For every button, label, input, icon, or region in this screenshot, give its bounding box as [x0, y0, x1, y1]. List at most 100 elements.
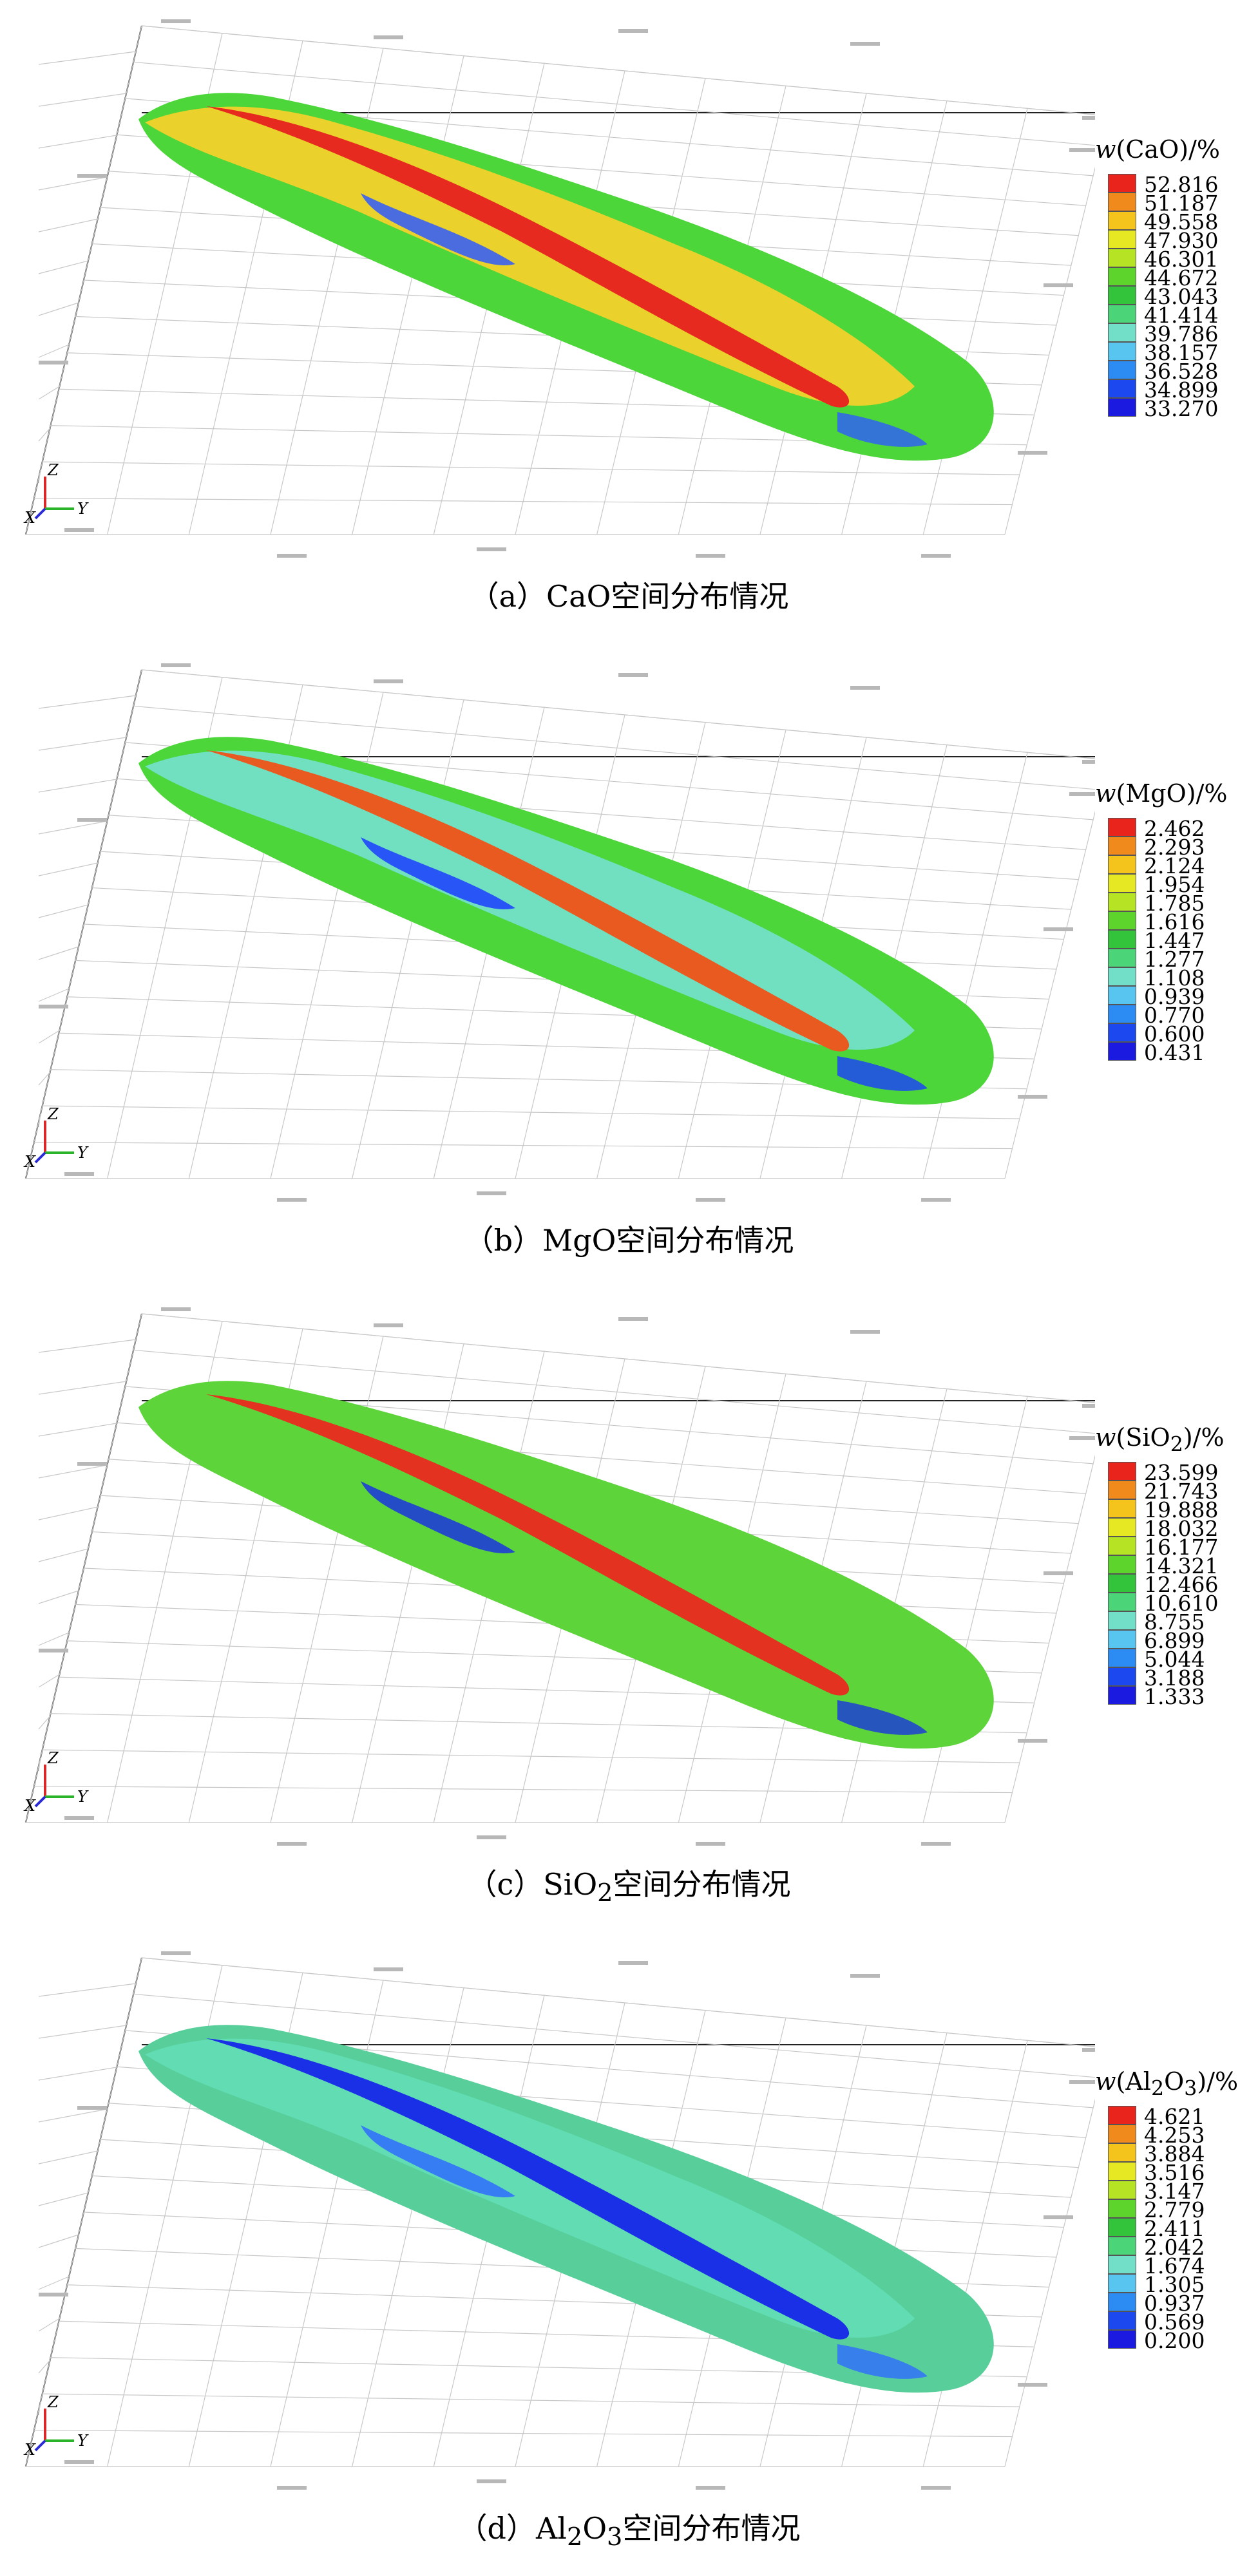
legend-swatch [1108, 2162, 1136, 2181]
axis-label-y: Y [77, 500, 89, 518]
legend-tick-label: 0.939 [1144, 984, 1205, 1009]
legend-tick-label: 2.124 [1144, 853, 1205, 878]
legend-tick-label: 1.674 [1144, 2253, 1205, 2278]
legend-title: w(SiO2)/% [1095, 1423, 1225, 1457]
legend-tick-label: 0.200 [1144, 2328, 1205, 2353]
model-view-c: Z Y X [23, 1307, 1095, 1846]
legend-tick-label: 43.043 [1144, 284, 1219, 309]
legend-swatch [1108, 1537, 1136, 1555]
legend-tick-label: 0.431 [1144, 1040, 1205, 1065]
legend-swatch [1108, 1518, 1136, 1537]
legend-swatch [1108, 855, 1136, 874]
legend-swatch [1108, 1499, 1136, 1518]
caption-d: （d）Al2O3空间分布情况 [457, 2511, 801, 2552]
legend-swatch [1108, 818, 1136, 837]
model-view-a: Z Y X [23, 19, 1095, 558]
legend-swatch [1108, 398, 1136, 417]
legend-title: w(CaO)/% [1095, 135, 1220, 164]
ore-body [138, 1381, 994, 1749]
legend-swatch [1108, 893, 1136, 911]
legend-tick-label: 0.937 [1144, 2291, 1205, 2316]
model-view-b: Z Y X [23, 663, 1095, 1202]
axis-label-y: Y [77, 1144, 89, 1162]
legend-tick-label: 1.954 [1144, 872, 1205, 897]
axis-label-z: Z [47, 1105, 59, 1123]
legend-tick-label: 5.044 [1144, 1647, 1205, 1672]
caption-b: （b）MgO空间分布情况 [464, 1223, 794, 1258]
legend-tick-label: 3.147 [1144, 2179, 1205, 2204]
axis-label-y: Y [77, 2432, 89, 2450]
legend-swatch [1108, 1630, 1136, 1649]
legend-swatch [1108, 379, 1136, 398]
legend-tick-label: 44.672 [1144, 265, 1219, 290]
legend-swatch [1108, 1667, 1136, 1686]
axis-label-x: X [23, 2441, 36, 2459]
legend-tick-label: 36.528 [1144, 359, 1219, 384]
axis-label-x: X [23, 1153, 36, 1171]
axis-triad: Z Y X [23, 2393, 89, 2459]
model-view-d: Z Y X [23, 1951, 1095, 2490]
legend-tick-label: 2.411 [1144, 2216, 1205, 2241]
legend-tick-label: 0.600 [1144, 1021, 1205, 1046]
axis-triad: Z Y X [23, 461, 89, 527]
legend-tick-label: 16.177 [1144, 1535, 1219, 1560]
legend-swatch [1108, 342, 1136, 361]
legend-tick-label: 18.032 [1144, 1516, 1219, 1541]
legend-swatch [1108, 1686, 1136, 1705]
axis-label-z: Z [47, 461, 59, 479]
legend-title: w(MgO)/% [1095, 779, 1228, 808]
legend-tick-label: 39.786 [1144, 321, 1219, 346]
axis-label-x: X [23, 1797, 36, 1815]
legend-tick-label: 38.157 [1144, 340, 1219, 365]
legend-tick-label: 21.743 [1144, 1479, 1219, 1504]
legend-tick-label: 12.466 [1144, 1572, 1219, 1597]
legend-swatch [1108, 1042, 1136, 1061]
legend-swatch [1108, 1611, 1136, 1630]
legend-swatch [1108, 1555, 1136, 1574]
legend-swatch [1108, 1574, 1136, 1593]
legend-swatch [1108, 1462, 1136, 1481]
legend-tick-label: 2.779 [1144, 2197, 1205, 2222]
legend-swatch [1108, 1481, 1136, 1499]
legend-tick-label: 52.816 [1144, 172, 1219, 197]
legend-swatch [1108, 2125, 1136, 2143]
legend-tick-label: 2.042 [1144, 2235, 1205, 2260]
legend-tick-label: 1.616 [1144, 909, 1205, 934]
legend-tick-label: 10.610 [1144, 1591, 1219, 1616]
axis-label-x: X [23, 509, 36, 527]
legend-swatch [1108, 1593, 1136, 1611]
axis-triad: Z Y X [23, 1105, 89, 1171]
legend-swatch [1108, 911, 1136, 930]
legend-swatch [1108, 837, 1136, 855]
legend-swatch [1108, 2293, 1136, 2311]
legend-tick-label: 1.108 [1144, 965, 1205, 990]
legend-swatch [1108, 1005, 1136, 1023]
legend-tick-label: 2.293 [1144, 835, 1205, 860]
legend-tick-label: 6.899 [1144, 1628, 1205, 1653]
legend-tick-label: 3.516 [1144, 2160, 1205, 2185]
legend-swatch [1108, 2218, 1136, 2237]
legend-swatch [1108, 211, 1136, 230]
legend-title: w(Al2O3)/% [1095, 2067, 1239, 2101]
axis-label-z: Z [47, 1749, 59, 1767]
legend-tick-label: 4.621 [1144, 2104, 1205, 2129]
legend-tick-label: 46.301 [1144, 247, 1219, 272]
legend-swatch [1108, 2330, 1136, 2349]
legend-swatch [1108, 323, 1136, 342]
caption-c: （c）SiO2空间分布情况 [467, 1867, 791, 1908]
legend-tick-label: 0.569 [1144, 2309, 1205, 2334]
legend-swatch [1108, 267, 1136, 286]
legend-tick-label: 49.558 [1144, 209, 1219, 234]
legend-swatch [1108, 930, 1136, 949]
legend-tick-label: 0.770 [1144, 1003, 1205, 1028]
legend-swatch [1108, 2237, 1136, 2255]
legend-swatch [1108, 2255, 1136, 2274]
legend-swatch [1108, 361, 1136, 379]
legend-tick-label: 3.188 [1144, 1665, 1205, 1690]
legend-swatch [1108, 2274, 1136, 2293]
legend-tick-label: 2.462 [1144, 816, 1205, 841]
legend-swatch [1108, 874, 1136, 893]
legend-tick-label: 47.930 [1144, 228, 1219, 253]
